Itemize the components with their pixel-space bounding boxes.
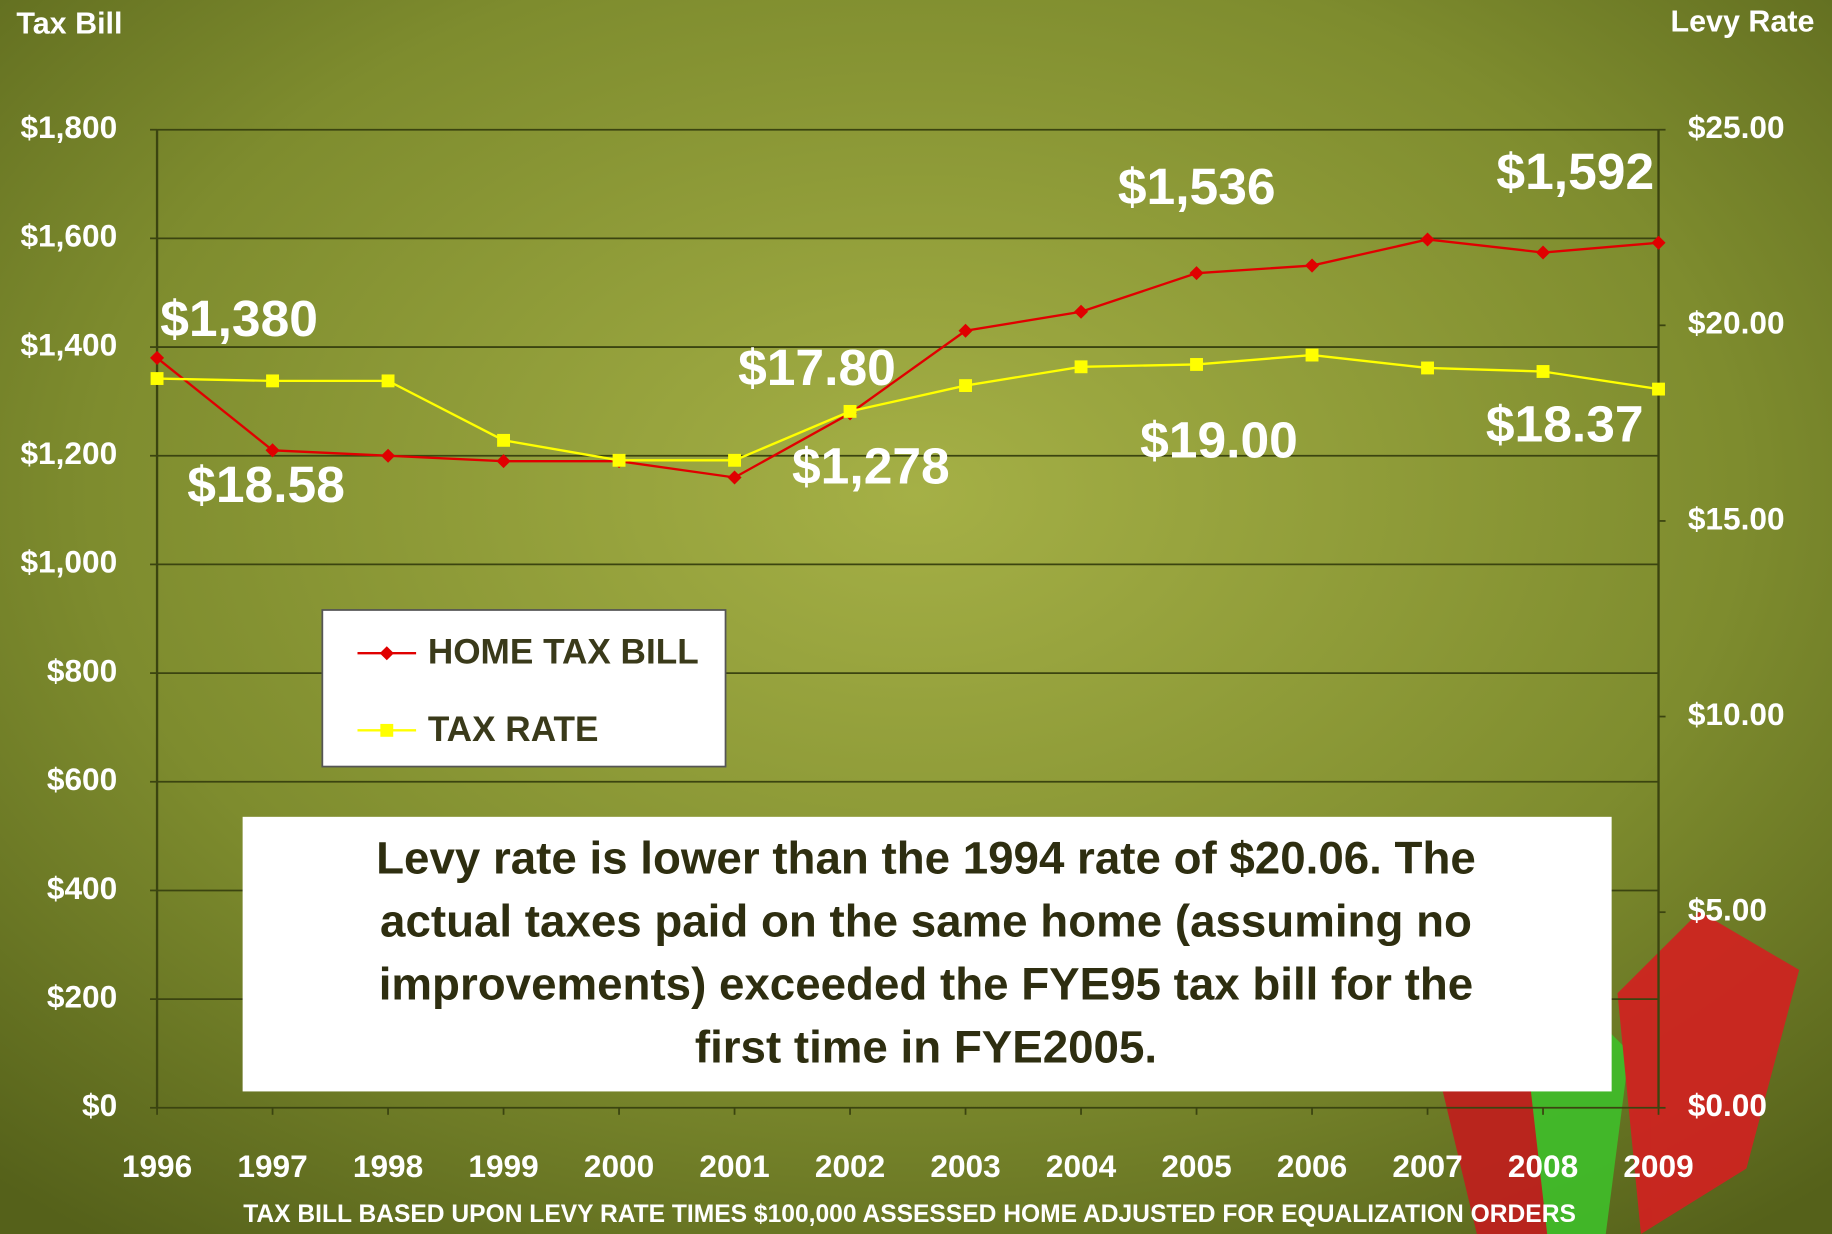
data-point	[1652, 382, 1665, 396]
data-point	[1421, 361, 1434, 375]
value-label: $17.80	[738, 338, 896, 396]
x-tick-label: 1999	[468, 1148, 538, 1184]
legend-box	[321, 609, 727, 768]
y-tick-label: $1,600	[20, 218, 117, 254]
data-point	[1190, 358, 1203, 371]
data-point	[1536, 365, 1550, 378]
y2-tick-label: $25.00	[1688, 109, 1785, 145]
data-point	[959, 379, 972, 393]
series-line	[157, 353, 1659, 462]
legend-marker	[380, 723, 394, 737]
data-point	[1420, 232, 1435, 247]
y-tick-label: $1,000	[20, 544, 117, 580]
data-point	[1305, 258, 1320, 273]
y2-axis-title: Levy Rate	[1671, 4, 1815, 38]
footnote: TAX BILL BASED UPON LEVY RATE TIMES $100…	[243, 1201, 1576, 1228]
data-point	[1074, 360, 1088, 374]
y2-tick-label: $0.00	[1688, 1087, 1767, 1123]
value-label: $1,380	[160, 289, 318, 347]
annotation-text: Levy rate is lower than the 1994 rate of…	[376, 832, 1476, 883]
data-point	[1535, 245, 1551, 260]
value-label: $19.00	[1140, 411, 1298, 469]
data-point	[381, 374, 395, 388]
x-tick-label: 2005	[1161, 1148, 1231, 1184]
x-tick-label: 1996	[122, 1148, 192, 1184]
value-label: $18.37	[1486, 394, 1644, 452]
y-axis-title: Tax Bill	[16, 7, 122, 41]
series-line	[156, 238, 1659, 479]
y-tick-label: $1,400	[20, 326, 117, 362]
x-tick-label: 2006	[1277, 1148, 1347, 1184]
annotation-text: actual taxes paid on the same home (assu…	[380, 895, 1472, 946]
y-tick-label: $200	[47, 978, 117, 1014]
value-label: $1,278	[792, 436, 950, 494]
x-tick-label: 2001	[699, 1148, 769, 1184]
data-point	[496, 454, 511, 469]
y-tick-label: $1,200	[20, 435, 117, 471]
data-point	[612, 453, 626, 467]
x-tick-label: 1997	[237, 1148, 307, 1184]
y2-tick-label: $5.00	[1688, 892, 1767, 928]
y-tick-label: $600	[47, 761, 117, 797]
x-tick-label: 2007	[1392, 1148, 1462, 1184]
data-point	[1074, 304, 1089, 319]
data-point	[266, 374, 280, 388]
annotation-box	[242, 816, 1612, 1092]
x-tick-label: 2000	[584, 1148, 654, 1184]
x-tick-label: 2008	[1508, 1148, 1578, 1184]
y2-tick-label: $10.00	[1688, 696, 1785, 732]
legend-label: TAX RATE	[428, 710, 599, 749]
data-point	[497, 433, 511, 447]
value-label: $18.58	[187, 455, 345, 513]
data-point	[728, 453, 741, 467]
value-label: $1,536	[1118, 157, 1276, 215]
y2-tick-label: $20.00	[1688, 305, 1785, 341]
legend-label: HOME TAX BILL	[428, 633, 699, 672]
value-label: $1,592	[1496, 142, 1654, 200]
data-point	[1189, 266, 1204, 281]
y-tick-label: $1,800	[20, 109, 117, 145]
y2-tick-label: $15.00	[1688, 500, 1785, 536]
data-point	[1305, 348, 1319, 362]
x-tick-label: 2004	[1046, 1148, 1117, 1184]
x-tick-label: 2002	[815, 1148, 885, 1184]
annotation-text: first time in FYE2005.	[695, 1022, 1157, 1073]
y-tick-label: $0	[82, 1087, 117, 1123]
annotation-text: improvements) exceeded the FYE95 tax bil…	[379, 959, 1473, 1010]
data-point	[843, 404, 857, 418]
x-tick-label: 2009	[1623, 1148, 1693, 1184]
x-tick-label: 2003	[930, 1148, 1000, 1184]
data-point	[150, 372, 164, 385]
x-tick-label: 1998	[353, 1148, 423, 1184]
y-tick-label: $400	[47, 870, 117, 906]
data-point	[958, 323, 973, 338]
y-tick-label: $800	[47, 652, 117, 688]
legend-marker	[379, 646, 394, 661]
